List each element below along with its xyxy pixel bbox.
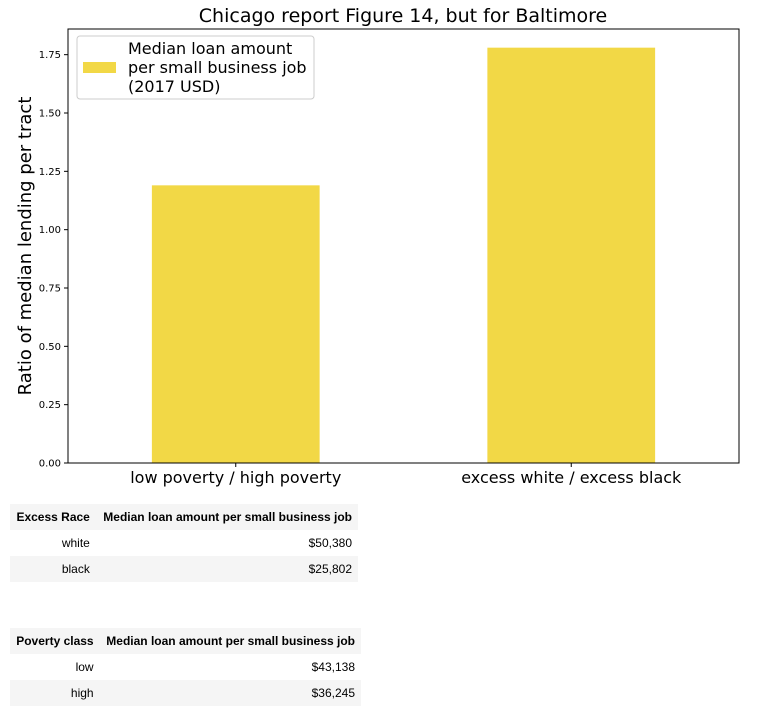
race-table: Excess Race Median loan amount per small…: [10, 504, 358, 582]
legend: Median loan amount per small business job…: [76, 35, 315, 100]
bar-1: [151, 185, 320, 464]
poverty-table-header-amount: Median loan amount per small business jo…: [99, 628, 361, 654]
y-axis-label: Ratio of median lending per tract: [15, 97, 36, 396]
amount-cell: $36,245: [99, 680, 361, 706]
poverty-cell: high: [10, 680, 100, 706]
y-tick-label: 0.25: [39, 400, 61, 411]
y-tick-label: 1.25: [39, 167, 61, 178]
race-table-header-amount: Median loan amount per small business jo…: [95, 504, 358, 530]
legend-swatch: [83, 62, 116, 73]
amount-cell: $50,380: [308, 536, 352, 550]
poverty-table: Poverty class Median loan amount per sma…: [10, 628, 361, 706]
bar-2: [487, 47, 656, 464]
poverty-cell: low: [75, 660, 94, 674]
race-cell: white: [61, 536, 90, 550]
race-table-header-race: Excess Race: [10, 504, 96, 530]
y-tick-label: 0.75: [39, 284, 61, 295]
y-tick-label: 0.50: [39, 342, 61, 353]
amount-cell: $43,138: [311, 660, 355, 674]
plot-frame: [67, 28, 740, 464]
table-row: high $36,245: [10, 680, 361, 706]
race-cell: black: [10, 556, 96, 582]
x-tick-label: excess white / excess black: [461, 468, 682, 487]
table-row: low $43,138: [10, 654, 361, 680]
y-tick-label: 1.50: [39, 109, 61, 120]
table-row: white $50,380: [10, 530, 358, 556]
legend-box: [76, 35, 315, 100]
table-row: black $25,802: [10, 556, 358, 582]
x-tick-label: low poverty / high poverty: [130, 468, 341, 487]
amount-cell: $25,802: [95, 556, 358, 582]
y-tick-label: 0.00: [39, 459, 61, 470]
y-tick-label: 1.75: [39, 50, 61, 61]
y-tick-label: 1.00: [39, 225, 61, 236]
bar-chart: Chicago report Figure 14, but for Baltim…: [15, 5, 740, 487]
legend-label: Median loan amount per small business job…: [128, 39, 307, 96]
poverty-table-header-class: Poverty class: [10, 628, 100, 654]
chart-title: Chicago report Figure 14, but for Baltim…: [199, 5, 607, 27]
